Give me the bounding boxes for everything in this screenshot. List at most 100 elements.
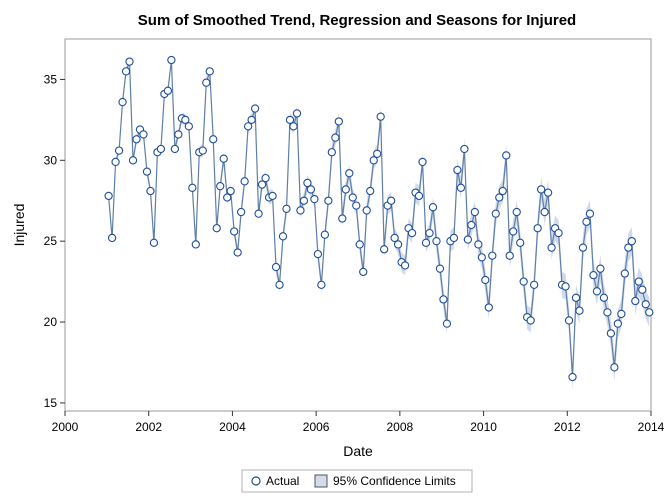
actual-point (202, 78, 211, 87)
actual-point (352, 201, 361, 210)
actual-point (341, 185, 350, 194)
actual-point (132, 135, 141, 144)
actual-point (526, 316, 535, 325)
actual-point (390, 233, 399, 243)
actual-point (571, 293, 581, 302)
x-tick-label: 2002 (135, 420, 162, 434)
x-tick-label: 2006 (303, 420, 330, 434)
actual-point (209, 135, 218, 144)
actual-point (414, 191, 424, 201)
actual-point (585, 209, 595, 218)
actual-point (540, 207, 549, 217)
actual-point (484, 303, 493, 312)
actual-point (345, 169, 354, 178)
actual-point (638, 285, 647, 294)
actual-point (456, 183, 466, 192)
y-tick-label: 30 (44, 153, 58, 167)
actual-point (418, 157, 427, 167)
actual-point (282, 204, 291, 213)
actual-point (306, 185, 316, 194)
actual-point (373, 149, 382, 158)
actual-point (620, 269, 629, 278)
y-tick-label: 15 (44, 396, 58, 410)
legend-confidence-label: 95% Confidence Limits (333, 474, 456, 488)
actual-point (568, 372, 577, 382)
actual-point (247, 115, 256, 125)
actual-point (233, 248, 242, 257)
actual-point (425, 228, 434, 238)
actual-point (334, 117, 343, 126)
actual-point (310, 194, 319, 204)
actual-point (641, 300, 650, 309)
actual-point (181, 115, 190, 125)
actual-point (184, 122, 193, 131)
actual-point (554, 228, 563, 238)
actual-point (142, 167, 152, 176)
y-tick-label: 35 (44, 72, 58, 86)
actual-point (543, 188, 553, 197)
actual-point (219, 154, 228, 163)
actual-point (599, 293, 609, 302)
actual-point (167, 55, 176, 65)
legend-box (241, 469, 473, 493)
confidence-band-layer (108, 54, 650, 391)
actual-point (530, 280, 539, 289)
actual-point (453, 165, 462, 175)
actual-point (324, 196, 333, 205)
x-tick-label: 2012 (554, 420, 581, 434)
actual-point (275, 280, 284, 289)
chart-title: Sum of Smoothed Trend, Regression and Se… (138, 12, 576, 29)
x-tick-label: 2010 (470, 420, 497, 434)
actual-point (212, 224, 221, 233)
actual-point (380, 245, 389, 254)
actual-point (254, 209, 263, 218)
actual-point (606, 329, 616, 338)
x-axis: 2000 2002 2004 2006 2008 2010 2012 2014 (52, 411, 665, 434)
actual-point (467, 220, 476, 230)
x-axis-label: Date (343, 443, 373, 459)
actual-point (257, 180, 267, 189)
actual-point (589, 270, 598, 280)
actual-point (163, 86, 173, 95)
y-axis: 15 20 25 30 35 (44, 72, 65, 410)
actual-point (226, 186, 235, 196)
actual-point (104, 191, 113, 201)
actual-point (592, 287, 602, 296)
actual-point (460, 144, 469, 154)
actual-point (634, 277, 643, 286)
actual-point (505, 251, 514, 260)
actual-point (121, 67, 131, 76)
actual-point (139, 130, 148, 139)
actual-point (149, 238, 159, 247)
legend-confidence-swatch (314, 474, 328, 488)
actual-point (533, 224, 542, 233)
actual-point (509, 227, 518, 236)
actual-point (474, 240, 483, 249)
actual-point (400, 261, 410, 270)
actual-point (366, 186, 375, 196)
actual-point (170, 144, 180, 154)
actual-point (596, 264, 605, 273)
actual-point (386, 196, 396, 205)
actual-point (359, 267, 368, 277)
actual-point (362, 206, 371, 215)
actual-point (631, 296, 640, 306)
actual-point (519, 277, 528, 286)
actual-point (240, 177, 249, 186)
actual-point (111, 157, 120, 167)
y-tick-label: 20 (44, 315, 58, 329)
actual-point (575, 306, 584, 315)
actual-point (118, 97, 127, 107)
actual-point (603, 308, 612, 317)
actual-point (449, 233, 459, 243)
actual-point (303, 178, 312, 188)
actual-point (128, 156, 138, 165)
actual-points-layer (104, 55, 654, 382)
actual-point (613, 319, 623, 328)
y-axis-label: Injured (11, 204, 27, 247)
actual-point (610, 363, 619, 372)
fit-line (108, 59, 650, 378)
x-tick-label: 2000 (52, 420, 79, 434)
actual-point (502, 151, 511, 160)
actual-point (488, 251, 497, 260)
